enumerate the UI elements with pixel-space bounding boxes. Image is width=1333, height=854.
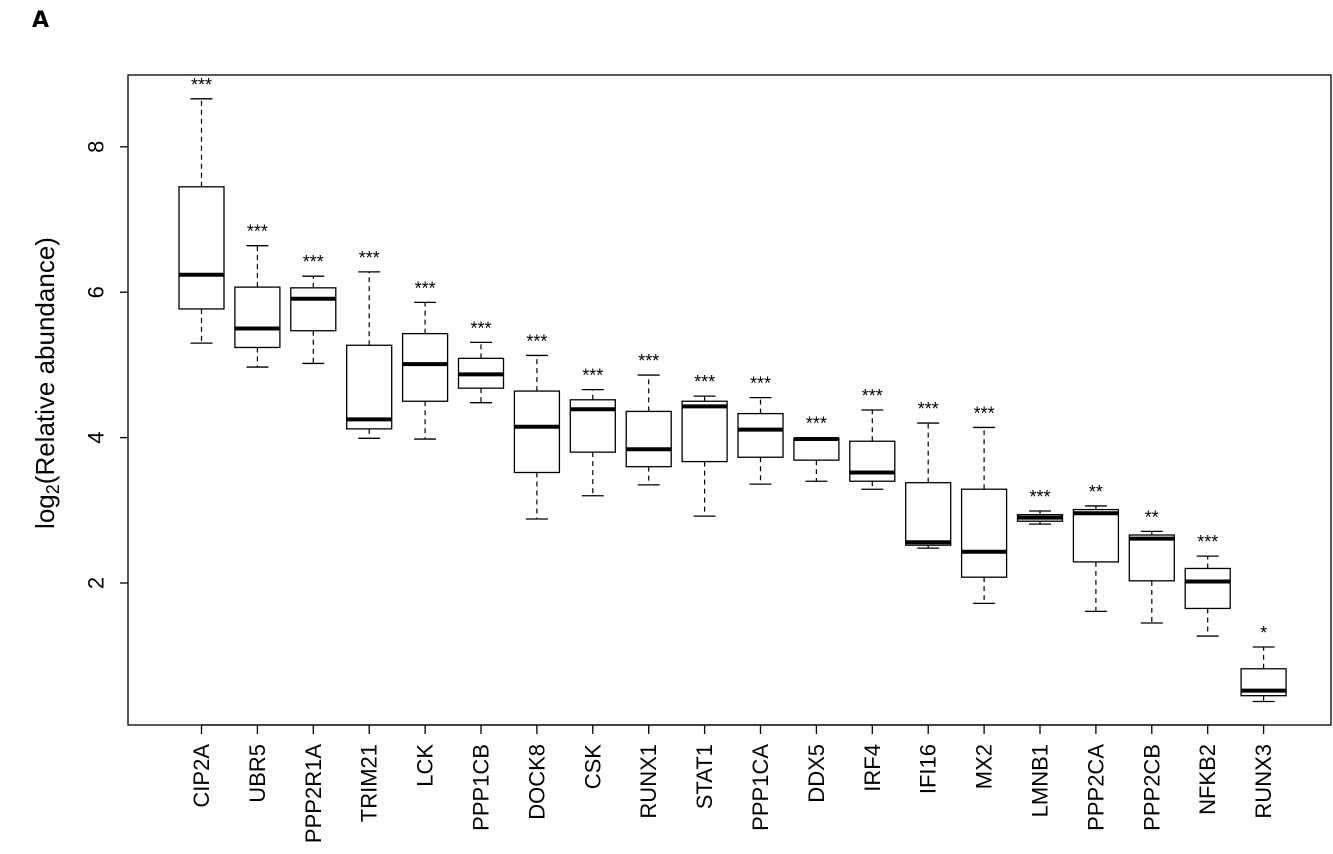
x-tick-label: IFI16	[916, 744, 941, 794]
panel-label: A	[32, 8, 50, 33]
box-runx1: ***	[625, 351, 672, 486]
iqr-box	[346, 344, 393, 430]
x-tick-label: PPP1CB	[469, 744, 494, 831]
significance-label: ***	[918, 399, 939, 419]
significance-label: ***	[750, 374, 771, 394]
significance-label: ***	[638, 351, 659, 371]
x-tick-label: UBR5	[245, 744, 270, 803]
x-tick-label: PPP2R1A	[301, 744, 326, 843]
box-ppp1ca: ***	[737, 374, 784, 485]
significance-label: *	[1260, 623, 1267, 643]
significance-label: ***	[415, 278, 436, 298]
x-axis: CIP2A UBR5 PPP2R1A TRIM21 LCK PPP1CB DOCK8 CSK R…	[189, 724, 1276, 843]
box-ubr5: ***	[234, 222, 281, 368]
box-nfkb2: ***	[1184, 532, 1231, 637]
significance-label: ***	[694, 372, 715, 392]
box-ppp1cb: ***	[457, 318, 505, 404]
box-runx3: *	[1240, 623, 1287, 703]
x-tick-label: RUNX3	[1251, 744, 1276, 819]
y-tick-label: 8	[84, 141, 109, 153]
box-lmnb1: ***	[1016, 487, 1064, 525]
x-tick-label: IRF4	[860, 744, 885, 792]
x-tick-label: DOCK8	[524, 744, 549, 820]
iqr-box	[681, 400, 728, 463]
boxes-group: ********* ********************* **********…	[178, 75, 1287, 703]
iqr-box	[737, 412, 784, 458]
box-stat1: ***	[681, 372, 728, 517]
x-tick-label: PPP2CA	[1083, 744, 1108, 831]
iqr-box	[290, 287, 337, 332]
significance-label: ***	[303, 252, 324, 272]
box-ddx5: ***	[793, 414, 840, 482]
y-tick-label: 6	[84, 286, 109, 298]
x-tick-label: NFKB2	[1195, 744, 1220, 815]
box-dock8: ***	[513, 331, 561, 520]
y-tick-label: 4	[84, 431, 109, 443]
box-lck: ***	[401, 278, 449, 440]
y-axis: 2 4 6 8	[84, 141, 128, 589]
x-tick-label: DDX5	[804, 744, 829, 803]
x-tick-label: TRIM21	[357, 744, 382, 822]
iqr-box	[1128, 534, 1175, 582]
significance-label: ***	[806, 414, 827, 434]
significance-label: ***	[526, 331, 547, 351]
x-tick-label: PPP1CA	[748, 744, 773, 831]
significance-label: ***	[582, 366, 603, 386]
iqr-box	[178, 186, 225, 310]
box-ppp2r1a: ***	[290, 252, 337, 365]
significance-label: ***	[974, 403, 995, 423]
box-csk: ***	[569, 366, 616, 497]
box-ppp2ca: **	[1072, 482, 1120, 613]
significance-label: ***	[862, 386, 883, 406]
iqr-box	[793, 437, 840, 461]
plot-frame	[127, 74, 1332, 726]
x-tick-label: RUNX1	[636, 744, 661, 819]
iqr-box	[1184, 567, 1231, 610]
x-tick-label: LMNB1	[1028, 744, 1053, 817]
y-tick-label: 2	[84, 577, 109, 589]
x-tick-label: PPP2CB	[1139, 744, 1164, 831]
iqr-box	[625, 410, 672, 468]
significance-label: **	[1089, 482, 1103, 502]
x-tick-label: LCK	[413, 744, 438, 787]
iqr-box	[960, 488, 1008, 578]
iqr-box	[905, 482, 952, 546]
iqr-box	[849, 440, 896, 482]
significance-label: ***	[359, 248, 380, 268]
iqr-box	[234, 286, 281, 349]
iqr-box	[1072, 508, 1120, 563]
x-tick-label: STAT1	[692, 744, 717, 809]
box-cip2a: ***	[178, 75, 225, 344]
iqr-box	[401, 332, 449, 402]
significance-label: ***	[191, 75, 212, 95]
box-ppp2cb: **	[1128, 507, 1175, 624]
significance-label: **	[1145, 507, 1159, 527]
y-axis-label: log2(Relative abundance)	[30, 237, 63, 529]
x-tick-label: CIP2A	[189, 744, 214, 808]
box-trim21: ***	[346, 248, 393, 439]
significance-label: ***	[247, 222, 268, 242]
box-mx2: ***	[960, 403, 1008, 605]
x-tick-label: MX2	[972, 744, 997, 789]
x-tick-label: CSK	[580, 744, 605, 790]
box-irf4: ***	[849, 386, 896, 490]
iqr-box	[513, 390, 561, 474]
significance-label: ***	[1029, 487, 1050, 507]
box-ifi16: ***	[905, 399, 952, 549]
significance-label: ***	[470, 318, 491, 338]
significance-label: ***	[1197, 532, 1218, 552]
